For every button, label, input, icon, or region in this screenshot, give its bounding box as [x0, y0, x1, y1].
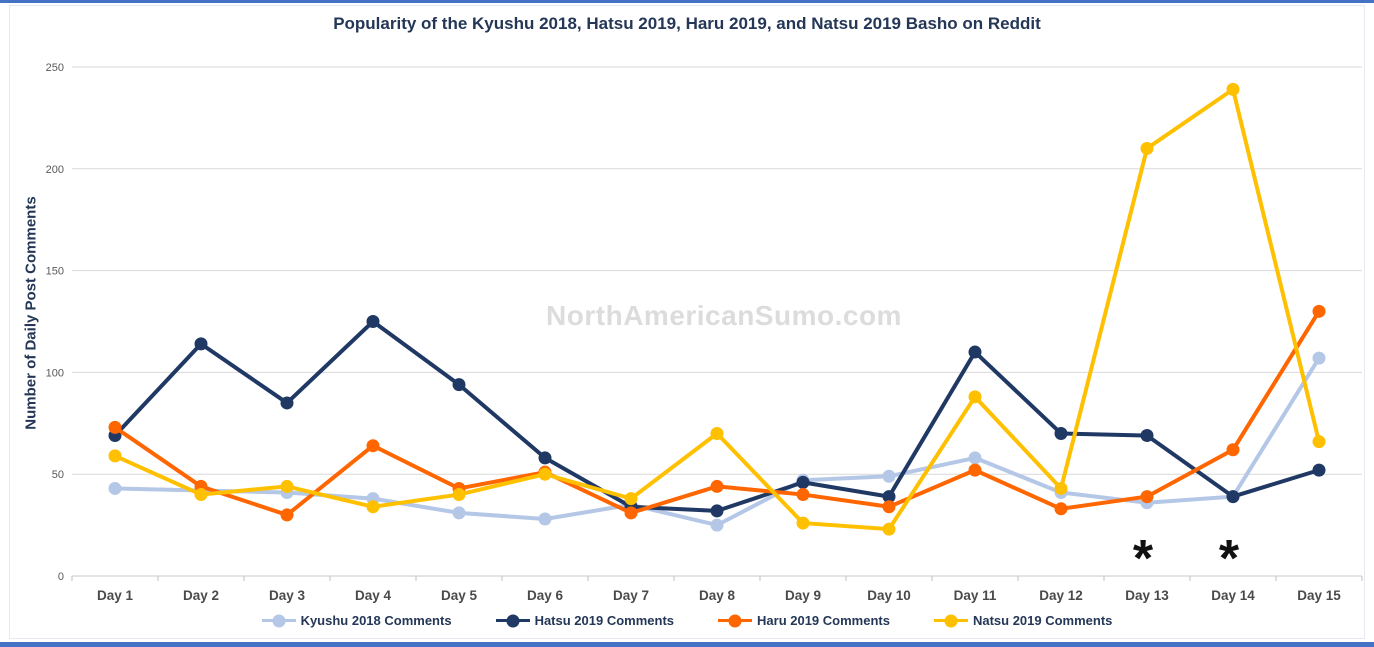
x-category-label: Day 2 [183, 588, 219, 603]
data-point-natsu-2019-comments [280, 479, 294, 493]
legend-label: Haru 2019 Comments [757, 613, 890, 628]
data-point-kyushu-2018-comments [108, 481, 122, 495]
data-point-haru-2019-comments [366, 439, 380, 453]
data-point-natsu-2019-comments [624, 492, 638, 506]
data-point-kyushu-2018-comments [968, 451, 982, 465]
data-point-hatsu-2019-comments [538, 451, 552, 465]
data-point-natsu-2019-comments [882, 522, 896, 536]
data-point-haru-2019-comments [1226, 443, 1240, 457]
plot-area: 0 50 100 150 200 250 Day 1 Day 2 Day 3 Day 4 Day 5… [46, 62, 1363, 603]
x-category-label: Day 1 [97, 588, 134, 603]
data-point-hatsu-2019-comments [366, 315, 380, 328]
y-tick-label: 250 [46, 62, 64, 74]
legend-item-hatsu-2019-comments: Hatsu 2019 Comments [495, 613, 675, 628]
legend-item-natsu-2019-comments: Natsu 2019 Comments [933, 613, 1113, 628]
x-category-label: Day 14 [1211, 588, 1255, 603]
data-point-hatsu-2019-comments [968, 345, 982, 359]
y-tick-label: 50 [52, 469, 64, 481]
x-category-label: Day 9 [785, 588, 821, 603]
data-point-hatsu-2019-comments [1312, 463, 1326, 477]
data-point-haru-2019-comments [280, 508, 294, 522]
data-point-natsu-2019-comments [538, 467, 552, 481]
data-point-natsu-2019-comments [366, 500, 380, 514]
annotation-asterisk: * [1219, 530, 1240, 588]
data-point-hatsu-2019-comments [1226, 490, 1240, 504]
data-point-natsu-2019-comments [1226, 82, 1240, 96]
data-point-natsu-2019-comments [968, 390, 982, 404]
data-point-hatsu-2019-comments [710, 504, 724, 518]
data-point-natsu-2019-comments [108, 449, 122, 463]
x-category-label: Day 7 [613, 588, 649, 603]
x-category-label: Day 12 [1039, 588, 1083, 603]
data-point-haru-2019-comments [968, 463, 982, 477]
legend-line-marker-icon [495, 614, 530, 628]
data-point-hatsu-2019-comments [280, 396, 294, 410]
data-point-natsu-2019-comments [1054, 481, 1068, 495]
x-category-label: Day 10 [867, 588, 911, 603]
data-point-kyushu-2018-comments [1312, 351, 1326, 365]
watermark: NorthAmericanSumo.com [546, 300, 902, 331]
x-category-label: Day 11 [954, 588, 997, 603]
data-point-kyushu-2018-comments [710, 518, 724, 532]
data-point-natsu-2019-comments [1312, 435, 1326, 449]
data-point-hatsu-2019-comments [1140, 429, 1154, 443]
y-tick-label: 100 [46, 367, 64, 379]
legend-label: Kyushu 2018 Comments [300, 613, 452, 628]
data-point-natsu-2019-comments [194, 488, 208, 502]
legend-label: Hatsu 2019 Comments [534, 613, 675, 628]
x-category-label: Day 13 [1125, 588, 1169, 603]
data-point-kyushu-2018-comments [882, 469, 896, 483]
legend-line-marker-icon [933, 614, 968, 628]
data-point-hatsu-2019-comments [194, 337, 208, 351]
series-line-kyushu-2018-comments [113, 356, 1321, 528]
x-category-label: Day 15 [1297, 588, 1341, 603]
x-category-label: Day 4 [355, 588, 392, 603]
annotation-asterisk: * [1133, 530, 1154, 588]
data-point-hatsu-2019-comments [1054, 426, 1068, 440]
x-category-label: Day 5 [441, 588, 478, 603]
data-point-hatsu-2019-comments [882, 490, 896, 504]
data-point-haru-2019-comments [1312, 304, 1326, 318]
data-point-kyushu-2018-comments [538, 512, 552, 526]
y-tick-label: 0 [58, 571, 64, 583]
data-point-haru-2019-comments [1054, 502, 1068, 516]
data-point-haru-2019-comments [796, 488, 810, 502]
legend-item-haru-2019-comments: Haru 2019 Comments [718, 613, 890, 628]
data-point-kyushu-2018-comments [452, 506, 466, 520]
data-point-hatsu-2019-comments [452, 378, 466, 392]
data-point-haru-2019-comments [1140, 490, 1154, 504]
data-point-haru-2019-comments [624, 506, 638, 520]
data-point-natsu-2019-comments [710, 426, 724, 440]
y-tick-label: 200 [46, 164, 64, 176]
legend-label: Natsu 2019 Comments [972, 613, 1113, 628]
x-category-label: Day 8 [699, 588, 736, 603]
legend-line-marker-icon [261, 614, 296, 628]
y-tick-label: 150 [46, 266, 64, 278]
x-category-label: Day 6 [527, 588, 564, 603]
chart-title: Popularity of the Kyushu 2018, Hatsu 201… [333, 14, 1041, 33]
x-category-label: Day 3 [269, 588, 306, 603]
data-point-natsu-2019-comments [1140, 141, 1154, 155]
data-point-haru-2019-comments [108, 420, 122, 434]
data-point-natsu-2019-comments [796, 516, 810, 530]
legend: Kyushu 2018 Comments Hatsu 2019 Comments H… [0, 613, 1374, 628]
data-point-hatsu-2019-comments [796, 475, 810, 489]
series-line-natsu-2019-comments [113, 87, 1321, 532]
data-point-haru-2019-comments [882, 500, 896, 514]
data-point-haru-2019-comments [710, 479, 724, 493]
legend-line-marker-icon [718, 614, 753, 628]
legend-item-kyushu-2018-comments: Kyushu 2018 Comments [261, 613, 452, 628]
data-point-natsu-2019-comments [452, 488, 466, 502]
